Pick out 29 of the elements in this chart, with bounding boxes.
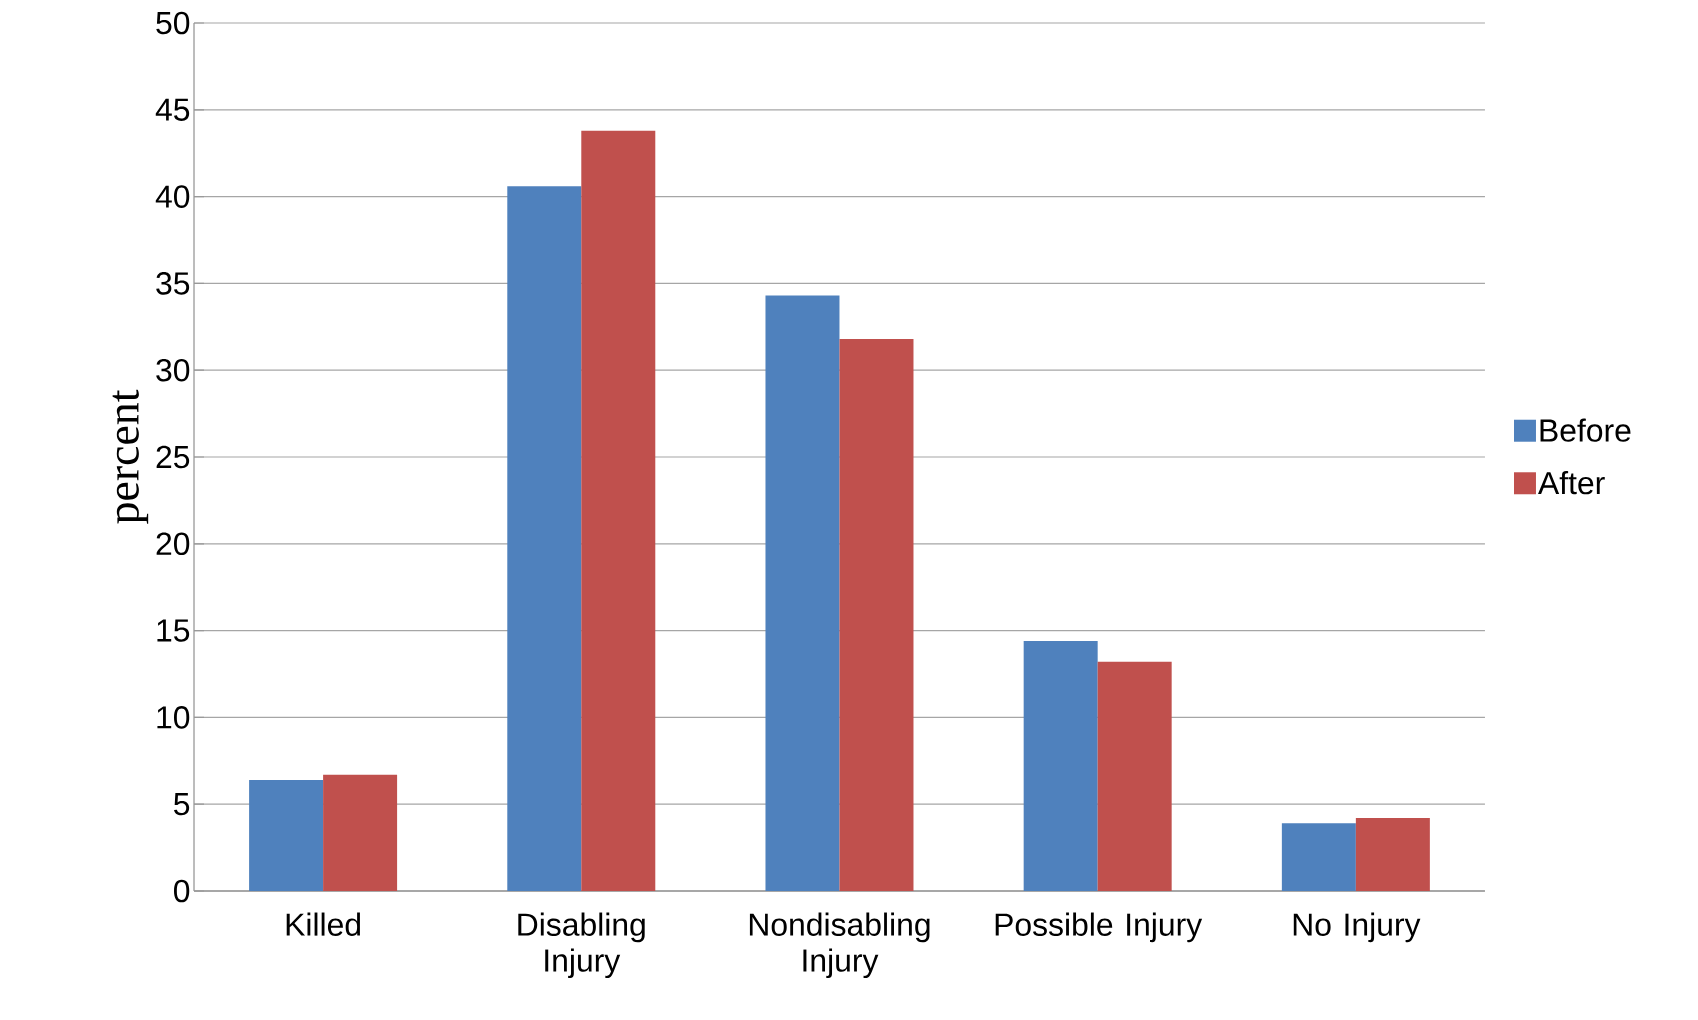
y-tick-label: 45 xyxy=(155,98,190,121)
bar xyxy=(581,130,656,891)
bar xyxy=(1097,661,1172,891)
y-tick-label: 15 xyxy=(157,619,190,642)
bar xyxy=(249,779,324,891)
legend-label: After xyxy=(1538,471,1605,495)
y-tick-label: 50 xyxy=(156,11,190,35)
y-tick-label: 35 xyxy=(156,272,190,295)
bar xyxy=(323,774,398,891)
x-tick-label: Killed xyxy=(286,912,360,936)
x-tick-label: Nondisabling Injury xyxy=(749,912,930,979)
bar xyxy=(1355,818,1430,891)
x-tick-label: Possible Injury xyxy=(995,912,1203,943)
y-axis-title: percent xyxy=(112,389,149,524)
y-tick-label: 25 xyxy=(156,445,190,469)
bar xyxy=(1023,641,1098,891)
x-tick-label: No Injury xyxy=(1293,912,1421,943)
x-tick-label: Disabling Injury xyxy=(518,912,645,979)
y-tick-label: 40 xyxy=(155,185,190,208)
y-tick-label: 0 xyxy=(174,879,190,903)
bar xyxy=(1281,823,1356,891)
bar xyxy=(507,186,582,891)
y-tick-label: 20 xyxy=(156,532,190,556)
y-tick-label: 30 xyxy=(156,358,190,382)
y-tick-label: 5 xyxy=(174,793,190,816)
bar xyxy=(765,295,840,891)
legend-label: Before xyxy=(1540,418,1631,442)
y-tick-label: 10 xyxy=(157,706,190,729)
bar xyxy=(839,338,914,891)
